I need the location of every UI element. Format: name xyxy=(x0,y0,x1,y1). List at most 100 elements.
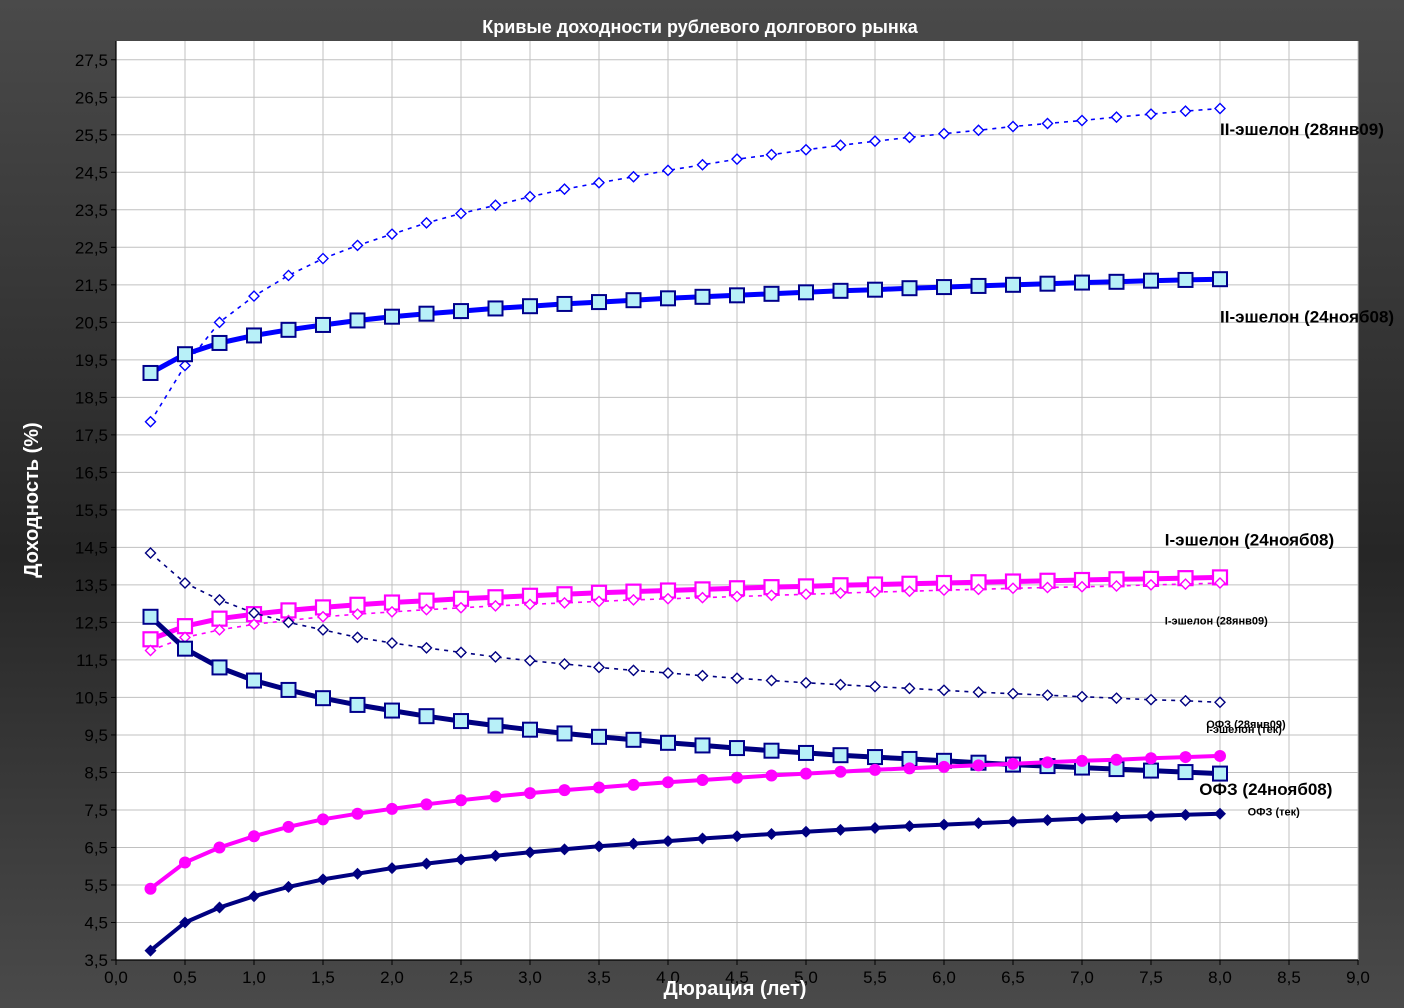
series-7-point xyxy=(524,787,536,800)
series-4-point xyxy=(627,593,640,606)
annotations: II-эшелон (28янв09) II-эшелон (24нояб08) I… xyxy=(1165,120,1394,819)
y-tick-label: 8,5 xyxy=(84,763,108,782)
series-7-point xyxy=(1179,751,1192,764)
series-4-point xyxy=(1214,577,1226,590)
series-7-point xyxy=(1110,753,1123,766)
series-4-point xyxy=(972,583,985,596)
series-6-point xyxy=(211,659,228,676)
series-2-point xyxy=(625,292,642,309)
series-5-point xyxy=(1214,696,1226,709)
series-3-point xyxy=(211,610,228,627)
series-4-point xyxy=(869,586,881,599)
series-8-point xyxy=(1041,814,1054,827)
series-4-point xyxy=(420,603,433,616)
series-7-point xyxy=(1145,752,1157,765)
series-8-point xyxy=(213,901,226,914)
series-2-point xyxy=(901,280,918,297)
series-8-point xyxy=(455,853,467,866)
series-7-point xyxy=(144,882,157,895)
series-7-point xyxy=(489,790,502,803)
series-5-point xyxy=(179,577,191,590)
series-7-point xyxy=(1007,757,1019,770)
series-5-point xyxy=(765,674,778,687)
series-8 xyxy=(144,807,1226,957)
series-4-point xyxy=(144,644,157,657)
series-2-point xyxy=(246,327,262,344)
series-6-point xyxy=(487,717,504,734)
series-6-point xyxy=(522,721,538,738)
series-3-point xyxy=(142,631,159,648)
x-tick-label: 4,5 xyxy=(725,968,749,987)
series-1-point xyxy=(558,183,571,196)
y-tick-label: 12,5 xyxy=(75,613,108,632)
series-5-point xyxy=(1179,694,1192,707)
series-1-point xyxy=(1145,108,1157,121)
series-2-point xyxy=(1039,275,1056,292)
x-tick-label: 2,0 xyxy=(380,968,404,987)
series-7-point xyxy=(1214,749,1226,762)
series-2-point xyxy=(522,298,538,315)
series-2-point xyxy=(867,281,883,298)
series-2-point xyxy=(418,305,435,322)
series-5-point xyxy=(351,631,364,644)
chart-title: Кривые доходности рублевого долгового ры… xyxy=(482,17,918,37)
series-1-point xyxy=(1007,120,1019,133)
series-6-point xyxy=(591,728,607,745)
series-3-point xyxy=(176,618,194,635)
series-5-point xyxy=(1076,690,1088,703)
series-5-point xyxy=(972,686,985,699)
series-1-point xyxy=(1076,114,1088,127)
series-4-point xyxy=(800,588,812,601)
y-tick-label: 9,5 xyxy=(84,726,108,745)
series-7-point xyxy=(627,778,640,791)
series-8-point xyxy=(179,916,191,929)
series-5-point xyxy=(1110,692,1123,705)
y-tick-label: 10,5 xyxy=(75,688,108,707)
series-7-point xyxy=(662,776,674,789)
series-1-point xyxy=(731,153,743,166)
series-7-point xyxy=(869,763,881,776)
x-tick-label: 0,0 xyxy=(104,968,128,987)
y-tick-label: 21,5 xyxy=(75,276,108,295)
series-1-point xyxy=(524,190,536,203)
y-tick-label: 18,5 xyxy=(75,388,108,407)
series-7-point xyxy=(800,767,812,780)
y-tick-label: 5,5 xyxy=(84,876,108,895)
series-2-point xyxy=(349,312,366,329)
annotation-label: ОФЗ (тек) xyxy=(1248,807,1301,819)
x-tick-label: 6,5 xyxy=(1001,968,1025,987)
series-2-point xyxy=(970,277,987,294)
series-8-point xyxy=(593,840,605,853)
series-2-point xyxy=(1074,274,1090,291)
series-8-point xyxy=(1076,812,1088,825)
series-5-point xyxy=(1145,693,1157,706)
series-8-point xyxy=(731,830,743,843)
y-axis-ticks: 3,5 4,5 5,5 6,5 7,5 8,5 9,5 10,5 11,5 12,5 13,5 14,… xyxy=(75,51,116,970)
series-2-point xyxy=(453,303,469,320)
series-5-point xyxy=(696,669,709,682)
series-1-point xyxy=(248,290,260,303)
series-8-point xyxy=(662,835,674,848)
annotation-label: II-эшелон (28янв09) xyxy=(1220,120,1384,139)
x-tick-label: 7,0 xyxy=(1070,968,1094,987)
series-8-point xyxy=(386,862,398,875)
y-axis-label: Доходность (%) xyxy=(21,422,43,577)
series-5-point xyxy=(834,678,847,691)
series-5-point xyxy=(938,684,950,697)
series-4-point xyxy=(903,585,916,598)
series-8-point xyxy=(765,827,778,840)
series-1-point xyxy=(144,415,157,428)
y-tick-label: 15,5 xyxy=(75,501,108,520)
series-7-point xyxy=(1076,754,1088,767)
series-5-point xyxy=(248,607,260,620)
series-4-point xyxy=(213,623,226,636)
series-2-point xyxy=(763,285,780,302)
series-7-point xyxy=(351,807,364,820)
series-2-point xyxy=(591,294,607,311)
y-tick-label: 22,5 xyxy=(75,238,108,257)
series-2-point xyxy=(1108,273,1125,290)
series-2-point xyxy=(694,288,711,305)
x-tick-label: 7,5 xyxy=(1139,968,1163,987)
x-tick-label: 1,5 xyxy=(311,968,335,987)
series-7-point xyxy=(1041,756,1054,769)
